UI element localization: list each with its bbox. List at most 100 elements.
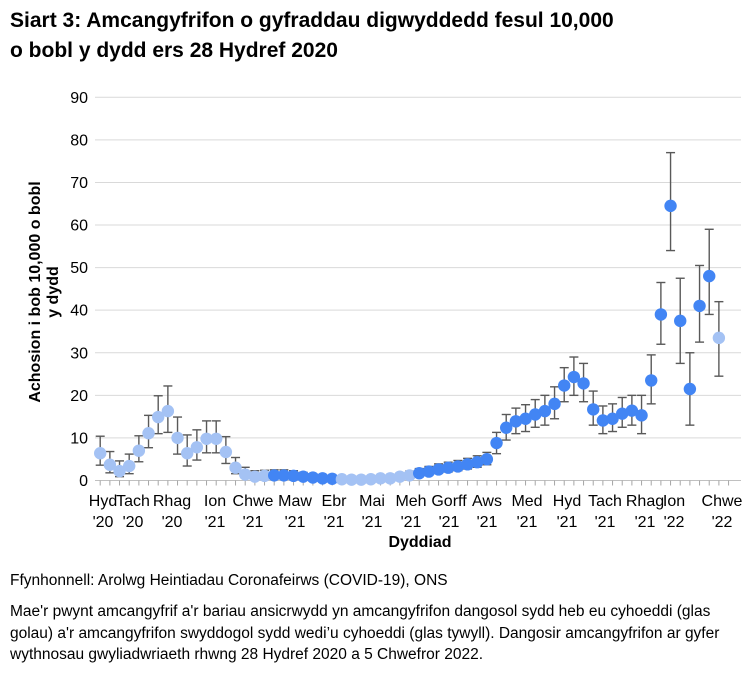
data-point-published bbox=[277, 469, 291, 482]
data-point-unpublished bbox=[374, 472, 387, 485]
y-tick-label: 20 bbox=[70, 388, 88, 405]
x-tick-label-month: Ion bbox=[204, 493, 226, 510]
x-tick-label-month: Ion bbox=[663, 493, 685, 510]
x-tick-label-year: '21 bbox=[595, 514, 616, 531]
data-point-unpublished bbox=[190, 441, 204, 454]
data-point-published bbox=[287, 469, 300, 483]
x-tick-label-year: '21 bbox=[205, 514, 226, 531]
source-text: Ffynhonnell: Arolwg Heintiadau Coronafei… bbox=[10, 572, 448, 589]
data-point-published bbox=[306, 471, 320, 484]
chart-title: Siart 3: Amcangyfrifon o gyfraddau digwy… bbox=[10, 6, 734, 66]
data-point-unpublished bbox=[152, 410, 165, 424]
data-point-unpublished bbox=[142, 427, 155, 440]
x-tick-label-month: Rhag bbox=[153, 493, 191, 510]
data-point-unpublished bbox=[403, 469, 416, 482]
data-point-published bbox=[606, 412, 619, 425]
y-tick-label: 50 bbox=[70, 260, 88, 277]
y-tick-label: 40 bbox=[70, 303, 88, 320]
x-tick-label-month: Chwe bbox=[233, 493, 274, 510]
data-point-published bbox=[635, 409, 648, 422]
data-point-unpublished bbox=[123, 459, 136, 473]
data-point-unpublished bbox=[248, 470, 262, 483]
data-point-unpublished bbox=[364, 473, 378, 486]
data-point-published bbox=[432, 463, 445, 476]
y-tick-label: 60 bbox=[70, 218, 88, 235]
y-axis-title: Achosion i bob 10,000 o bobly dydd bbox=[27, 181, 62, 402]
data-point-unpublished bbox=[355, 473, 368, 486]
data-point-published bbox=[451, 460, 465, 473]
data-point-published bbox=[500, 421, 513, 434]
footnote-text: Mae'r pwynt amcangyfrif a'r bariau ansic… bbox=[10, 603, 720, 663]
data-point-unpublished bbox=[94, 447, 107, 460]
data-point-published bbox=[519, 412, 532, 425]
data-point-published bbox=[625, 404, 639, 417]
data-point-published bbox=[297, 470, 310, 483]
incidence-rate-chart: 0102030405060708090Hyd'20Tach'20Rhag'20I… bbox=[27, 90, 743, 551]
x-tick-label-year: '21 bbox=[285, 514, 306, 531]
y-tick-label: 90 bbox=[70, 90, 88, 107]
y-tick-label: 30 bbox=[70, 345, 88, 362]
data-point-published bbox=[490, 436, 503, 450]
data-point-unpublished bbox=[161, 404, 175, 418]
data-point-published bbox=[268, 469, 281, 482]
data-point-unpublished bbox=[219, 445, 233, 459]
x-tick-label-year: '20 bbox=[123, 514, 144, 531]
chart-title-line1: Siart 3: Amcangyfrifon o gyfraddau digwy… bbox=[10, 9, 614, 32]
x-tick-label-month: Ebr bbox=[322, 493, 348, 510]
data-point-published bbox=[461, 458, 474, 471]
x-tick-label-month: Aws bbox=[472, 493, 502, 510]
data-point-unpublished bbox=[132, 444, 146, 457]
x-tick-label-year: '21 bbox=[401, 514, 422, 531]
x-tick-label-month: Maw bbox=[278, 493, 312, 510]
data-point-published bbox=[674, 314, 687, 328]
x-tick-label-year: '20 bbox=[93, 514, 114, 531]
x-tick-label-year: '20 bbox=[162, 514, 183, 531]
data-point-unpublished bbox=[258, 469, 271, 483]
x-tick-label-month: Meh bbox=[395, 493, 426, 510]
data-point-published bbox=[654, 308, 668, 321]
x-tick-label-year: '21 bbox=[557, 514, 578, 531]
data-point-published bbox=[577, 377, 590, 390]
data-point-published bbox=[509, 415, 523, 428]
data-point-published bbox=[616, 407, 629, 420]
data-point-published bbox=[538, 404, 552, 418]
data-point-published bbox=[567, 370, 581, 384]
data-point-published bbox=[422, 465, 436, 478]
x-tick-label-year: '21 bbox=[362, 514, 383, 531]
y-tick-label: 70 bbox=[70, 175, 88, 192]
x-tick-label-month: Hyd bbox=[89, 493, 117, 510]
data-point-published bbox=[587, 403, 600, 416]
data-point-unpublished bbox=[393, 470, 407, 483]
x-tick-label-month: Rhag bbox=[626, 493, 664, 510]
data-point-published bbox=[480, 453, 494, 466]
y-tick-label: 0 bbox=[79, 473, 88, 490]
data-point-unpublished bbox=[103, 458, 117, 471]
data-point-unpublished bbox=[171, 431, 184, 445]
x-tick-label-year: '22 bbox=[664, 514, 685, 531]
data-point-unpublished bbox=[210, 432, 223, 445]
data-point-unpublished bbox=[345, 473, 358, 486]
x-tick-label-month: Tach bbox=[588, 493, 622, 510]
x-tick-label-year: '21 bbox=[517, 514, 538, 531]
x-tick-label-year: '21 bbox=[243, 514, 264, 531]
data-point-published bbox=[316, 472, 329, 485]
x-tick-label-year: '21 bbox=[439, 514, 460, 531]
y-tick-label: 80 bbox=[70, 132, 88, 149]
x-tick-label-year: '21 bbox=[477, 514, 498, 531]
data-point-published bbox=[413, 467, 426, 480]
data-point-unpublished bbox=[384, 472, 397, 485]
data-point-published bbox=[645, 374, 658, 387]
data-point-published bbox=[683, 382, 697, 396]
data-point-unpublished bbox=[229, 461, 242, 474]
data-point-published bbox=[548, 397, 561, 411]
data-point-published bbox=[664, 199, 677, 213]
x-tick-label-month: Chwe bbox=[702, 493, 743, 510]
x-tick-label-month: Tach bbox=[116, 493, 150, 510]
data-point-published bbox=[442, 461, 455, 474]
x-tick-label-month: Med bbox=[511, 493, 542, 510]
data-point-unpublished bbox=[200, 432, 213, 445]
data-point-published bbox=[693, 299, 706, 313]
x-tick-label-year: '21 bbox=[324, 514, 345, 531]
x-tick-label-month: Gorff bbox=[431, 493, 467, 510]
